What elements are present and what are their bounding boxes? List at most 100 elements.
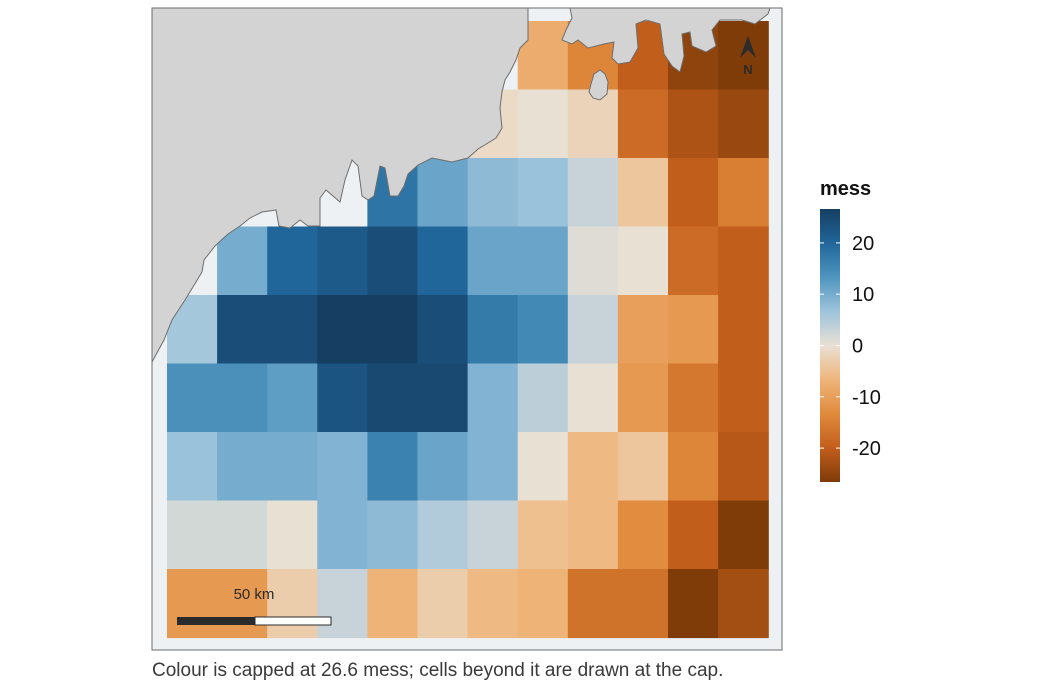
legend-tick-label: 20: [852, 233, 874, 255]
grid-cell: [317, 363, 368, 433]
grid-cell: [467, 432, 519, 502]
grid-cell: [668, 295, 719, 365]
grid-cell: [167, 500, 218, 570]
grid-cell: [517, 363, 569, 433]
legend-tick-label: -10: [852, 387, 881, 409]
legend-tick-label: 10: [852, 284, 874, 306]
grid-cell: [467, 158, 519, 228]
legend-tick-label: 0: [852, 336, 863, 358]
grid-cell: [517, 89, 569, 159]
grid-cell: [467, 500, 519, 570]
legend-ticks: 20 10 0 -10 -20: [820, 233, 881, 460]
grid-cell: [217, 432, 268, 502]
mess-grid-cells: [167, 21, 769, 639]
grid-cell: [718, 295, 769, 365]
grid-cell: [367, 363, 419, 433]
grid-cell: [718, 432, 769, 502]
grid-cell: [517, 295, 569, 365]
scale-bar-label: 50 km: [234, 586, 275, 603]
grid-cell: [567, 432, 619, 502]
grid-cell: [718, 500, 769, 570]
grid-cell: [367, 500, 419, 570]
grid-cell: [567, 89, 619, 159]
grid-cell: [467, 569, 519, 639]
scale-bar-light-segment: [254, 616, 332, 626]
grid-cell: [217, 363, 268, 433]
grid-cell: [668, 363, 719, 433]
grid-cell: [668, 89, 719, 159]
grid-cell: [668, 432, 719, 502]
grid-cell: [267, 363, 318, 433]
grid-cell: [718, 158, 769, 228]
grid-cell: [718, 226, 769, 296]
grid-cell: [617, 432, 669, 502]
land-mass: [152, 8, 529, 363]
north-arrow-label: N: [743, 62, 752, 77]
grid-cell: [467, 226, 519, 296]
grid-cell: [517, 500, 569, 570]
grid-cell: [417, 158, 469, 228]
grid-cell: [317, 295, 368, 365]
grid-cell: [567, 500, 619, 570]
grid-cell: [567, 295, 619, 365]
small-island: [588, 69, 609, 101]
grid-cell: [217, 226, 268, 296]
scale-bar-dark-segment: [177, 617, 255, 625]
caption: Colour is capped at 26.6 mess; cells bey…: [152, 660, 724, 681]
grid-cell: [718, 569, 769, 639]
legend-colorbar: [820, 209, 840, 482]
grid-cell: [367, 295, 419, 365]
grid-cell: [517, 158, 569, 228]
north-arrow-icon: [740, 36, 756, 58]
grid-cell: [217, 569, 268, 639]
grid-cell: [517, 226, 569, 296]
grid-cell: [467, 363, 519, 433]
grid-cell: [167, 569, 218, 639]
grid-cell: [267, 432, 318, 502]
grid-cell: [417, 226, 469, 296]
grid-cell: [718, 89, 769, 159]
grid-cell: [417, 295, 469, 365]
grid-cell: [367, 226, 419, 296]
grid-cell: [367, 432, 419, 502]
grid-cell: [317, 226, 368, 296]
grid-cell: [217, 295, 268, 365]
grid-cell: [367, 569, 419, 639]
grid-cell: [617, 363, 669, 433]
legend-title: mess: [820, 178, 871, 200]
grid-cell: [267, 500, 318, 570]
grid-cell: [167, 363, 218, 433]
grid-cell: [567, 158, 619, 228]
grid-cell: [517, 569, 569, 639]
grid-cell: [668, 158, 719, 228]
legend: mess 20 10 0 -10 -20: [820, 178, 881, 482]
grid-cell: [567, 569, 619, 639]
grid-cell: [517, 432, 569, 502]
grid-cell: [617, 226, 669, 296]
grid-cell: [617, 295, 669, 365]
grid-cell: [267, 295, 318, 365]
grid-cell: [668, 569, 719, 639]
grid-cell: [617, 158, 669, 228]
grid-cell: [167, 432, 218, 502]
grid-cell: [467, 295, 519, 365]
grid-cell: [617, 569, 669, 639]
grid-cell: [718, 363, 769, 433]
grid-cell: [617, 500, 669, 570]
grid-cell: [567, 363, 619, 433]
grid-cell: [417, 432, 469, 502]
grid-cell: [317, 500, 368, 570]
grid-cell: [417, 569, 469, 639]
grid-cell: [217, 500, 268, 570]
legend-tick-label: -20: [852, 438, 881, 460]
land-mass-northeast: [561, 8, 771, 73]
grid-cell: [417, 500, 469, 570]
grid-cell: [567, 226, 619, 296]
grid-cell: [668, 226, 719, 296]
scale-bar: 50 km: [177, 586, 332, 626]
grid-cell: [617, 89, 669, 159]
grid-cell: [317, 569, 368, 639]
grid-cell: [267, 569, 318, 639]
grid-cell: [668, 500, 719, 570]
